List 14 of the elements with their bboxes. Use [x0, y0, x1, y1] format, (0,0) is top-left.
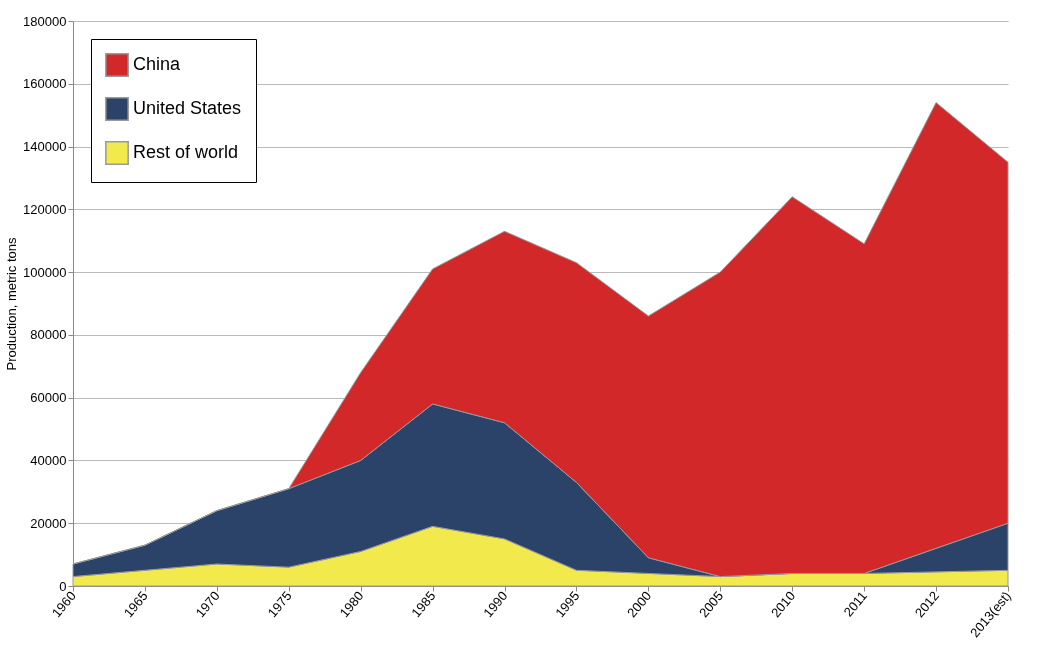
y-tick-label: 160000	[23, 76, 67, 92]
y-tick-label: 180000	[23, 13, 67, 29]
y-tick-label: 40000	[30, 452, 67, 468]
legend-label: China	[133, 54, 182, 74]
legend-label: United States	[133, 98, 242, 118]
y-tick-label: 80000	[30, 327, 67, 343]
legend-label: Rest of world	[133, 142, 239, 162]
y-tick-label: 20000	[30, 515, 67, 531]
y-tick-label: 140000	[23, 139, 67, 155]
y-tick-label: 0	[59, 578, 67, 594]
y-axis-title: Production, metric tons	[4, 237, 20, 371]
y-tick-label: 60000	[30, 390, 67, 406]
y-tick-label: 100000	[23, 264, 67, 280]
y-tick-label: 120000	[23, 201, 67, 217]
